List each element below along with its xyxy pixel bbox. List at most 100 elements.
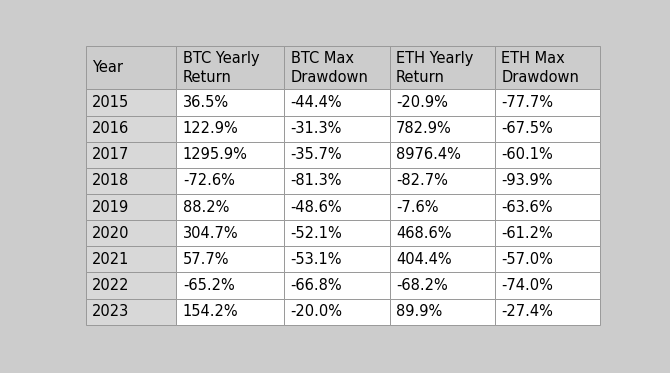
Text: -57.0%: -57.0%: [501, 252, 553, 267]
Bar: [284, 46, 390, 90]
Bar: [390, 116, 495, 142]
Bar: [176, 194, 284, 220]
Bar: [495, 168, 600, 194]
Bar: [284, 168, 390, 194]
Text: -82.7%: -82.7%: [396, 173, 448, 188]
Bar: [284, 142, 390, 168]
Bar: [390, 168, 495, 194]
Text: 8976.4%: 8976.4%: [396, 147, 461, 162]
Bar: [284, 299, 390, 325]
Bar: [284, 194, 390, 220]
Text: -27.4%: -27.4%: [501, 304, 553, 319]
Text: -66.8%: -66.8%: [291, 278, 342, 293]
Bar: [284, 90, 390, 116]
Text: 2021: 2021: [92, 252, 129, 267]
Text: 2017: 2017: [92, 147, 129, 162]
Text: ETH Max
Drawdown: ETH Max Drawdown: [501, 51, 580, 85]
Bar: [390, 194, 495, 220]
Text: -7.6%: -7.6%: [396, 200, 438, 214]
Text: 1295.9%: 1295.9%: [183, 147, 248, 162]
Text: -93.9%: -93.9%: [501, 173, 553, 188]
Bar: [176, 246, 284, 272]
Bar: [176, 142, 284, 168]
Bar: [495, 246, 600, 272]
Text: -20.9%: -20.9%: [396, 95, 448, 110]
Bar: [86, 46, 176, 90]
Bar: [176, 46, 284, 90]
Bar: [176, 272, 284, 299]
Text: -63.6%: -63.6%: [501, 200, 553, 214]
Text: Year: Year: [92, 60, 123, 75]
Text: 89.9%: 89.9%: [396, 304, 442, 319]
Bar: [495, 194, 600, 220]
Text: 468.6%: 468.6%: [396, 226, 452, 241]
Bar: [86, 168, 176, 194]
Text: -67.5%: -67.5%: [501, 121, 553, 136]
Bar: [495, 90, 600, 116]
Text: -35.7%: -35.7%: [291, 147, 342, 162]
Bar: [86, 220, 176, 246]
Text: 2015: 2015: [92, 95, 129, 110]
Text: 154.2%: 154.2%: [183, 304, 239, 319]
Bar: [86, 246, 176, 272]
Bar: [495, 116, 600, 142]
Text: -31.3%: -31.3%: [291, 121, 342, 136]
Bar: [86, 116, 176, 142]
Text: 2019: 2019: [92, 200, 129, 214]
Text: -44.4%: -44.4%: [291, 95, 342, 110]
Text: -68.2%: -68.2%: [396, 278, 448, 293]
Text: 404.4%: 404.4%: [396, 252, 452, 267]
Text: 36.5%: 36.5%: [183, 95, 229, 110]
Text: 122.9%: 122.9%: [183, 121, 239, 136]
Bar: [176, 116, 284, 142]
Bar: [176, 90, 284, 116]
Text: -74.0%: -74.0%: [501, 278, 553, 293]
Bar: [495, 46, 600, 90]
Bar: [390, 299, 495, 325]
Text: 2020: 2020: [92, 226, 129, 241]
Bar: [495, 272, 600, 299]
Bar: [495, 220, 600, 246]
Text: 2023: 2023: [92, 304, 129, 319]
Text: 57.7%: 57.7%: [183, 252, 229, 267]
Text: -81.3%: -81.3%: [291, 173, 342, 188]
Bar: [390, 90, 495, 116]
Bar: [176, 299, 284, 325]
Text: -72.6%: -72.6%: [183, 173, 234, 188]
Bar: [390, 272, 495, 299]
Bar: [390, 142, 495, 168]
Text: 88.2%: 88.2%: [183, 200, 229, 214]
Bar: [176, 168, 284, 194]
Text: 2016: 2016: [92, 121, 129, 136]
Bar: [390, 46, 495, 90]
Bar: [86, 194, 176, 220]
Text: -48.6%: -48.6%: [291, 200, 342, 214]
Text: -77.7%: -77.7%: [501, 95, 553, 110]
Text: -53.1%: -53.1%: [291, 252, 342, 267]
Bar: [390, 220, 495, 246]
Text: 782.9%: 782.9%: [396, 121, 452, 136]
Text: 2022: 2022: [92, 278, 129, 293]
Bar: [284, 246, 390, 272]
Bar: [86, 299, 176, 325]
Text: -61.2%: -61.2%: [501, 226, 553, 241]
Bar: [284, 116, 390, 142]
Text: BTC Yearly
Return: BTC Yearly Return: [183, 51, 259, 85]
Text: -52.1%: -52.1%: [291, 226, 342, 241]
Bar: [86, 272, 176, 299]
Bar: [176, 220, 284, 246]
Text: -60.1%: -60.1%: [501, 147, 553, 162]
Bar: [284, 272, 390, 299]
Text: BTC Max
Drawdown: BTC Max Drawdown: [291, 51, 368, 85]
Bar: [284, 220, 390, 246]
Bar: [86, 90, 176, 116]
Text: 304.7%: 304.7%: [183, 226, 239, 241]
Bar: [86, 142, 176, 168]
Text: ETH Yearly
Return: ETH Yearly Return: [396, 51, 473, 85]
Text: -20.0%: -20.0%: [291, 304, 342, 319]
Text: -65.2%: -65.2%: [183, 278, 234, 293]
Bar: [390, 246, 495, 272]
Bar: [495, 299, 600, 325]
Bar: [495, 142, 600, 168]
Text: 2018: 2018: [92, 173, 129, 188]
